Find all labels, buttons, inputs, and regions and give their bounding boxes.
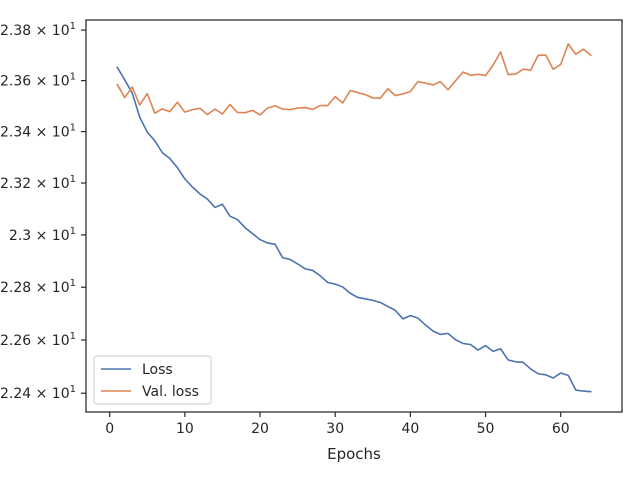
y-tick-label: 2.38 × 101 (0, 21, 76, 39)
y-tick-label: 2.32 × 101 (0, 174, 76, 192)
legend-label: Loss (142, 362, 173, 378)
x-tick-label: 20 (251, 421, 269, 437)
x-tick-label: 40 (401, 421, 419, 437)
y-tick-label: 2.24 × 101 (0, 384, 76, 402)
y-tick-mantissa: 2.3 × 10 (9, 228, 70, 244)
y-tick-label: 2.34 × 101 (0, 123, 76, 141)
y-tick-exponent: 1 (70, 384, 76, 395)
series-line-val-loss (116, 43, 592, 116)
y-tick-mantissa: 2.36 × 10 (0, 74, 70, 90)
y-tick-label: 2.36 × 101 (0, 72, 76, 90)
y-tick-mantissa: 2.38 × 10 (0, 23, 70, 39)
x-axis: 0 10 20 30 40 50 60 (105, 412, 570, 437)
y-tick-mantissa: 2.32 × 10 (0, 176, 70, 192)
legend-box (93, 355, 212, 405)
plot-frame (85, 19, 623, 413)
y-tick-exponent: 1 (70, 174, 76, 185)
y-tick-mantissa: 2.26 × 10 (0, 333, 70, 349)
y-tick-exponent: 1 (70, 226, 76, 237)
series-layer (116, 43, 592, 393)
legend-label: Val. loss (142, 384, 199, 400)
y-tick-exponent: 1 (70, 123, 76, 134)
y-tick-label: 2.3 × 101 (9, 226, 76, 244)
y-tick-label: 2.28 × 101 (0, 278, 76, 296)
y-tick-mantissa: 2.34 × 10 (0, 125, 70, 141)
x-axis-label: Epochs (327, 445, 381, 463)
x-tick-label: 60 (552, 421, 570, 437)
y-tick-label: 2.26 × 101 (0, 331, 76, 349)
y-tick-exponent: 1 (70, 331, 76, 342)
x-tick-label: 30 (326, 421, 344, 437)
y-tick-exponent: 1 (70, 278, 76, 289)
series-line-loss (116, 66, 592, 393)
x-tick-label: 0 (105, 421, 114, 437)
plot-area (86, 20, 622, 412)
y-tick-exponent: 1 (70, 21, 76, 32)
x-tick-label: 50 (477, 421, 495, 437)
x-tick-label: 10 (176, 421, 194, 437)
legend: Loss Val. loss (93, 355, 212, 405)
y-tick-mantissa: 2.28 × 10 (0, 280, 70, 296)
y-tick-exponent: 1 (70, 72, 76, 83)
y-tick-mantissa: 2.24 × 10 (0, 386, 70, 402)
